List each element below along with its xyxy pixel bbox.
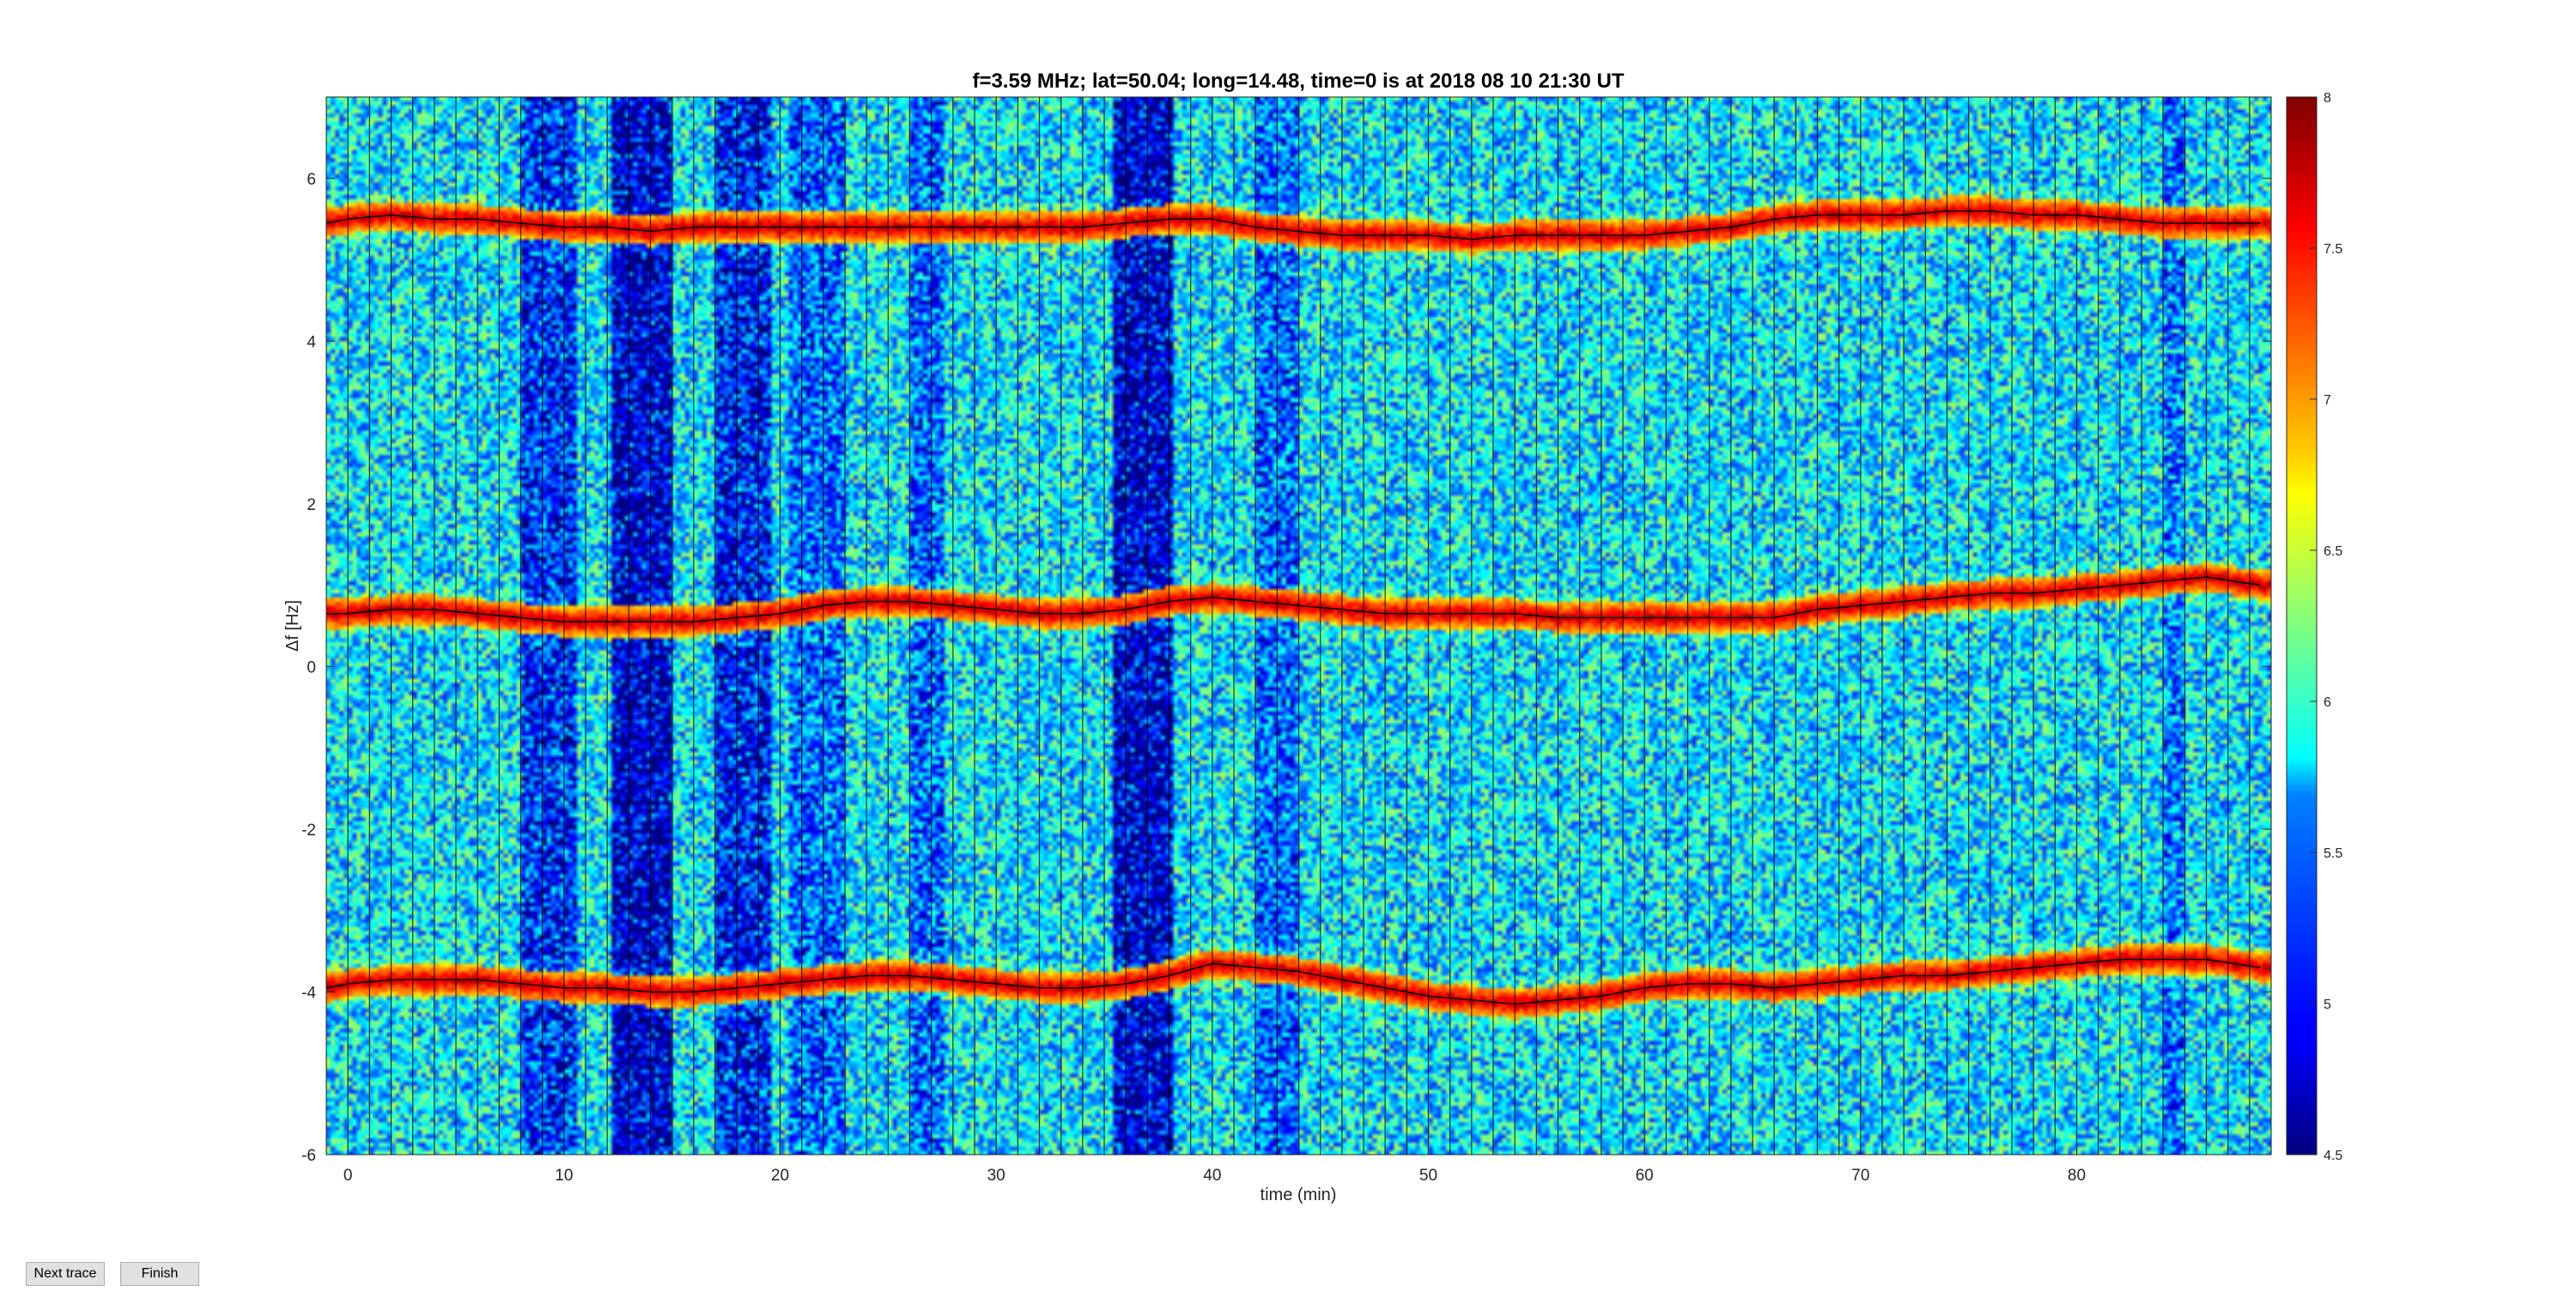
x-tick-label: 0 (343, 1167, 353, 1185)
colorbar: 4.5 5 5.5 6 6.5 7 7.5 8 (2286, 91, 2342, 1163)
x-axis: 0 10 20 30 40 50 60 70 80 (343, 97, 2086, 1185)
trace-lines (326, 209, 2261, 1005)
x-tick-label: 40 (1203, 1167, 1221, 1185)
colorbar-tick-label: 6.5 (2324, 544, 2342, 559)
x-tick-label: 70 (1851, 1167, 1869, 1185)
trace-line-2 (326, 576, 2261, 623)
y-tick-label: 4 (307, 333, 316, 351)
colorbar-tick-label: 5.5 (2324, 846, 2342, 861)
y-tick-label: -2 (301, 822, 316, 840)
x-tick-label: 10 (555, 1167, 573, 1185)
trace-line-1 (326, 209, 2261, 240)
colorbar-ticks: 4.5 5 5.5 6 6.5 7 7.5 8 (2310, 91, 2342, 1163)
colorbar-gradient (2286, 96, 2318, 1156)
y-axis: -6 -4 -2 0 2 4 6 (301, 171, 2271, 1165)
y-axis-label: Δf [Hz] (283, 600, 302, 652)
colorbar-tick-label: 7 (2324, 393, 2331, 408)
y-tick-label: 6 (307, 171, 316, 189)
y-tick-label: 2 (307, 496, 316, 514)
colorbar-tick-label: 8 (2324, 91, 2331, 106)
colorbar-tick-label: 6 (2324, 695, 2331, 710)
x-tick-label: 60 (1636, 1167, 1654, 1185)
x-axis-label: time (min) (1261, 1186, 1337, 1204)
y-tick-label: -6 (301, 1147, 316, 1165)
next-trace-button[interactable]: Next trace (26, 1262, 105, 1286)
plot-area (326, 97, 2271, 1155)
x-tick-label: 80 (2068, 1167, 2086, 1185)
y-tick-label: 0 (307, 658, 316, 676)
finish-button[interactable]: Finish (120, 1262, 199, 1286)
trace-line-3 (326, 958, 2261, 1005)
plot-frame (325, 96, 2272, 1156)
colorbar-tick-label: 5 (2324, 998, 2331, 1012)
colorbar-tick-label: 7.5 (2324, 242, 2342, 257)
colorbar-tick-label: 4.5 (2324, 1149, 2342, 1163)
chart-title: f=3.59 MHz; lat=50.04; long=14.48, time=… (972, 70, 1624, 93)
x-tick-label: 50 (1419, 1167, 1437, 1185)
x-tick-label: 30 (987, 1167, 1005, 1185)
y-tick-label: -4 (301, 984, 316, 1002)
column-dividers (326, 97, 2271, 1155)
x-tick-label: 20 (771, 1167, 789, 1185)
